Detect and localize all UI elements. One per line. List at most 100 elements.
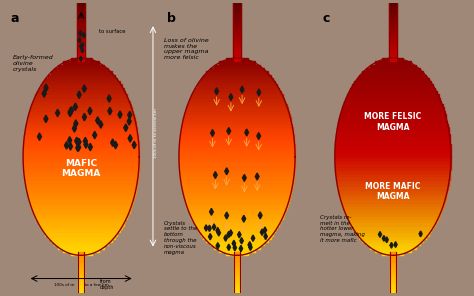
Polygon shape: [258, 212, 262, 219]
Polygon shape: [214, 245, 260, 249]
Polygon shape: [345, 101, 441, 104]
Polygon shape: [24, 140, 138, 144]
Polygon shape: [193, 219, 281, 223]
Polygon shape: [77, 10, 85, 12]
Polygon shape: [345, 209, 441, 213]
Polygon shape: [187, 206, 287, 209]
Polygon shape: [77, 33, 85, 36]
Polygon shape: [390, 283, 396, 286]
Polygon shape: [390, 261, 396, 263]
Polygon shape: [216, 243, 219, 249]
Polygon shape: [390, 255, 396, 258]
Polygon shape: [213, 171, 217, 178]
Polygon shape: [385, 237, 388, 243]
Polygon shape: [25, 131, 137, 134]
Polygon shape: [68, 136, 72, 144]
Text: MAFIC
MAGMA: MAFIC MAGMA: [62, 159, 101, 178]
Polygon shape: [336, 137, 450, 140]
Polygon shape: [239, 245, 243, 252]
Polygon shape: [335, 147, 451, 150]
Polygon shape: [37, 133, 41, 140]
Polygon shape: [179, 167, 295, 170]
Polygon shape: [88, 143, 92, 151]
Polygon shape: [383, 58, 403, 61]
Polygon shape: [127, 118, 131, 125]
Polygon shape: [359, 75, 427, 78]
Polygon shape: [180, 134, 294, 137]
Polygon shape: [77, 4, 85, 6]
Polygon shape: [217, 230, 220, 236]
Polygon shape: [191, 94, 283, 97]
Polygon shape: [389, 50, 397, 52]
Polygon shape: [389, 1, 397, 4]
Polygon shape: [234, 258, 240, 261]
Polygon shape: [243, 174, 246, 181]
Polygon shape: [78, 294, 84, 296]
Polygon shape: [33, 209, 129, 213]
Polygon shape: [63, 61, 99, 65]
Polygon shape: [195, 223, 279, 226]
Polygon shape: [389, 52, 397, 54]
Polygon shape: [389, 10, 397, 12]
Polygon shape: [389, 54, 397, 57]
Polygon shape: [335, 160, 451, 163]
Text: b: b: [167, 12, 175, 25]
Polygon shape: [47, 75, 115, 78]
Polygon shape: [390, 272, 396, 274]
Polygon shape: [179, 153, 295, 157]
Polygon shape: [206, 71, 268, 75]
Polygon shape: [362, 239, 423, 242]
Polygon shape: [335, 150, 451, 153]
Polygon shape: [389, 27, 397, 29]
Polygon shape: [389, 8, 397, 10]
Polygon shape: [234, 283, 240, 286]
Polygon shape: [365, 242, 420, 245]
Polygon shape: [179, 163, 295, 167]
Text: Crystals
settle to the
bottom
through the
non-viscous
magma: Crystals settle to the bottom through th…: [164, 221, 197, 255]
Polygon shape: [68, 109, 72, 117]
Polygon shape: [78, 266, 84, 269]
Polygon shape: [233, 54, 241, 57]
Polygon shape: [31, 104, 131, 107]
Polygon shape: [352, 226, 433, 229]
Polygon shape: [389, 40, 397, 42]
Polygon shape: [69, 143, 73, 150]
Polygon shape: [390, 288, 396, 291]
Polygon shape: [389, 31, 397, 33]
Polygon shape: [206, 239, 268, 242]
Polygon shape: [190, 213, 284, 216]
Polygon shape: [73, 125, 76, 132]
Polygon shape: [199, 229, 275, 232]
Polygon shape: [78, 272, 84, 274]
Polygon shape: [51, 239, 112, 242]
Polygon shape: [27, 120, 136, 124]
Polygon shape: [27, 189, 136, 193]
Polygon shape: [347, 216, 438, 219]
Text: Loss of olivine
makes the
upper magma
more felsic: Loss of olivine makes the upper magma mo…: [164, 38, 209, 60]
Polygon shape: [219, 249, 255, 252]
Polygon shape: [26, 183, 137, 186]
Polygon shape: [234, 291, 240, 294]
Polygon shape: [234, 288, 240, 291]
Text: to surface: to surface: [100, 30, 126, 34]
Polygon shape: [210, 68, 264, 71]
Polygon shape: [25, 180, 137, 183]
Polygon shape: [77, 50, 85, 52]
Polygon shape: [77, 36, 85, 38]
Polygon shape: [383, 252, 403, 255]
Polygon shape: [26, 127, 137, 131]
Polygon shape: [88, 107, 92, 115]
Polygon shape: [233, 46, 241, 48]
Polygon shape: [389, 59, 397, 61]
Polygon shape: [204, 225, 208, 231]
Polygon shape: [79, 31, 82, 36]
Polygon shape: [186, 203, 288, 206]
Polygon shape: [25, 176, 138, 180]
Polygon shape: [224, 235, 228, 241]
Polygon shape: [77, 14, 85, 16]
Text: 100s of m to several km: 100s of m to several km: [154, 109, 157, 158]
Polygon shape: [212, 224, 216, 230]
Polygon shape: [68, 108, 72, 115]
Polygon shape: [357, 78, 429, 81]
Polygon shape: [80, 56, 82, 61]
